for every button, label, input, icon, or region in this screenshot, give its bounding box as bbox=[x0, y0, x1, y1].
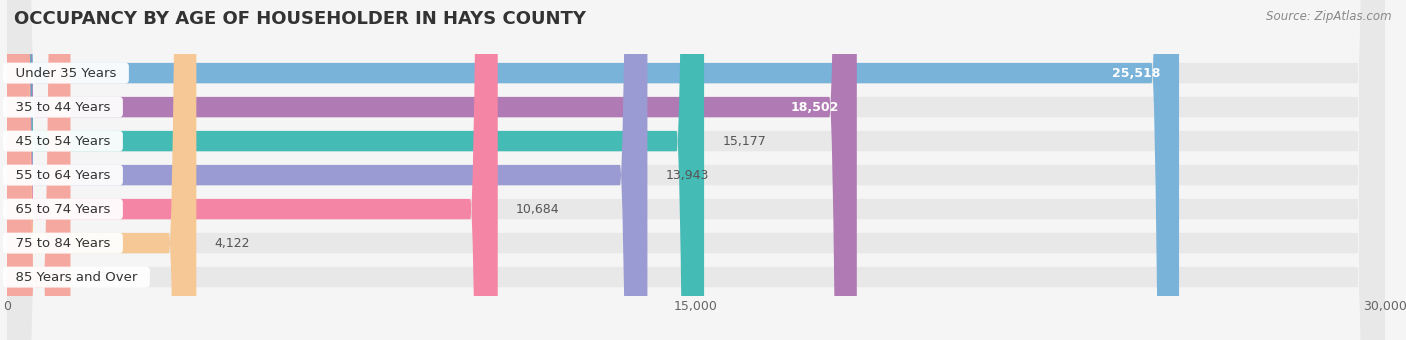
FancyBboxPatch shape bbox=[7, 0, 1385, 340]
Text: 45 to 54 Years: 45 to 54 Years bbox=[7, 135, 120, 148]
Text: 55 to 64 Years: 55 to 64 Years bbox=[7, 169, 120, 182]
FancyBboxPatch shape bbox=[7, 0, 1385, 340]
Text: Source: ZipAtlas.com: Source: ZipAtlas.com bbox=[1267, 10, 1392, 23]
Text: 18,502: 18,502 bbox=[790, 101, 838, 114]
FancyBboxPatch shape bbox=[7, 0, 1180, 340]
FancyBboxPatch shape bbox=[7, 0, 704, 340]
FancyBboxPatch shape bbox=[7, 0, 856, 340]
Text: 35 to 44 Years: 35 to 44 Years bbox=[7, 101, 120, 114]
Text: Under 35 Years: Under 35 Years bbox=[7, 67, 125, 80]
FancyBboxPatch shape bbox=[7, 0, 498, 340]
Text: 10,684: 10,684 bbox=[516, 203, 560, 216]
Text: OCCUPANCY BY AGE OF HOUSEHOLDER IN HAYS COUNTY: OCCUPANCY BY AGE OF HOUSEHOLDER IN HAYS … bbox=[14, 10, 586, 28]
FancyBboxPatch shape bbox=[7, 0, 70, 340]
FancyBboxPatch shape bbox=[7, 0, 197, 340]
FancyBboxPatch shape bbox=[7, 0, 1385, 340]
Text: 25,518: 25,518 bbox=[1112, 67, 1161, 80]
Text: 13,943: 13,943 bbox=[666, 169, 709, 182]
Text: 1,382: 1,382 bbox=[89, 271, 125, 284]
FancyBboxPatch shape bbox=[7, 0, 647, 340]
FancyBboxPatch shape bbox=[7, 0, 1385, 340]
FancyBboxPatch shape bbox=[7, 0, 1385, 340]
Text: 4,122: 4,122 bbox=[215, 237, 250, 250]
Text: 85 Years and Over: 85 Years and Over bbox=[7, 271, 146, 284]
FancyBboxPatch shape bbox=[7, 0, 1385, 340]
Text: 65 to 74 Years: 65 to 74 Years bbox=[7, 203, 120, 216]
FancyBboxPatch shape bbox=[7, 0, 1385, 340]
Text: 15,177: 15,177 bbox=[723, 135, 766, 148]
Text: 75 to 84 Years: 75 to 84 Years bbox=[7, 237, 120, 250]
